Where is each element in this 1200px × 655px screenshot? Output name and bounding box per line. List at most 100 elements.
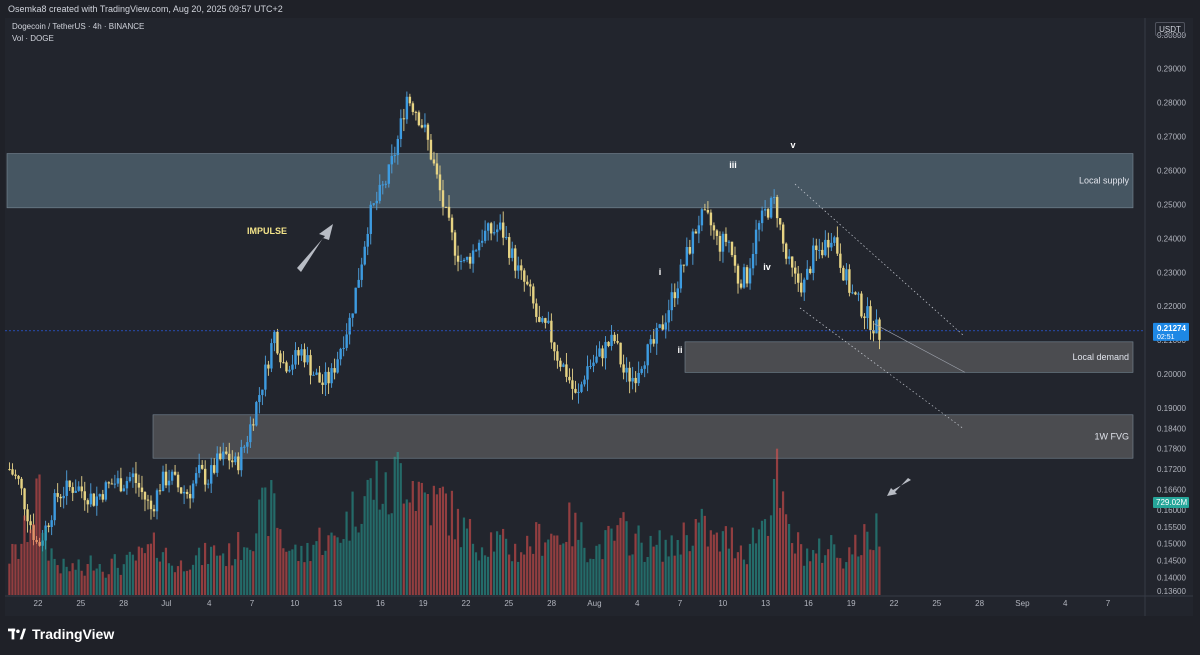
chart-area[interactable]: 0.30000 0.29000 0.28000 0.27000 0.26000 0.250… — [5, 18, 1193, 616]
candle-body — [517, 265, 520, 271]
volume-bar — [532, 553, 535, 595]
wave-label: v — [790, 140, 795, 150]
x-tick-label: 19 — [419, 599, 428, 608]
candle-body — [679, 264, 683, 289]
candle-body — [769, 197, 773, 218]
candle-body — [640, 368, 643, 373]
volume-bar — [402, 503, 405, 595]
zone-rect — [684, 341, 1134, 373]
candle-body — [634, 377, 637, 384]
candle-body — [751, 253, 755, 269]
candle-body — [574, 388, 577, 393]
candle-body — [661, 324, 664, 330]
volume-bar — [360, 523, 363, 595]
candle-body — [390, 156, 394, 165]
channel-line-upper — [794, 183, 964, 336]
volume-bar — [550, 533, 553, 595]
volume-bar — [432, 485, 435, 595]
impulse-arrow-icon — [297, 224, 333, 272]
candle-body — [529, 284, 532, 287]
volume-bar — [41, 532, 44, 595]
volume-bar — [766, 535, 770, 595]
volume-legend[interactable]: Vol · DOGE — [12, 34, 54, 43]
volume-bar — [161, 552, 165, 595]
candle-body — [486, 223, 490, 231]
volume-bar — [529, 546, 532, 595]
candle-body — [330, 368, 333, 384]
volume-bar — [246, 547, 249, 595]
candle-body — [125, 481, 129, 489]
volume-bar — [824, 555, 827, 595]
volume-bar — [505, 538, 508, 595]
volume-bar — [381, 503, 384, 595]
candle-body — [797, 273, 800, 283]
volume-bar — [92, 570, 95, 595]
candle-body — [116, 478, 120, 484]
y-tick-label: 0.28000 — [1157, 99, 1186, 108]
volume-bar — [772, 478, 776, 595]
x-tick-label: 28 — [119, 599, 128, 608]
volume-bar — [303, 562, 306, 595]
volume-bar — [14, 544, 17, 595]
volume-bar — [658, 530, 661, 595]
candle-body — [535, 303, 538, 317]
volume-bar — [586, 562, 589, 595]
currency-badge[interactable]: USDT — [1155, 22, 1185, 36]
volume-bar — [405, 499, 408, 595]
volume-bar — [694, 519, 697, 595]
candle-body — [706, 210, 710, 213]
current-price-label-bg — [1153, 322, 1189, 341]
candle-body — [47, 525, 50, 528]
volume-bar — [827, 549, 830, 595]
volume-bar — [113, 554, 116, 595]
candle-body — [222, 451, 225, 460]
candle-body — [718, 235, 722, 252]
candle-body — [872, 330, 875, 334]
volume-bar — [809, 561, 812, 595]
candle-body — [709, 212, 713, 226]
candle-body — [357, 279, 360, 288]
candle-body — [128, 477, 132, 482]
volume-bar — [757, 529, 761, 595]
volume-bar — [535, 522, 538, 595]
volume-bar — [312, 544, 315, 595]
candle-body — [724, 233, 728, 242]
volume-bar — [508, 554, 511, 595]
candle-body — [800, 282, 803, 293]
candle-body — [414, 111, 418, 113]
volume-bar — [225, 566, 228, 595]
candle-body — [77, 486, 80, 491]
y-tick-label: 0.27000 — [1157, 133, 1186, 142]
candle-body — [465, 256, 469, 260]
candle-body — [676, 288, 680, 299]
volume-bar — [219, 555, 222, 595]
candle-body — [197, 464, 201, 474]
candle-body — [568, 376, 571, 381]
volume-bar — [574, 512, 577, 595]
volume-bar — [134, 560, 137, 595]
candle-body — [399, 118, 403, 139]
symbol-legend[interactable]: Dogecoin / TetherUS · 4h · BINANCE — [12, 22, 145, 31]
candle-body — [622, 364, 625, 373]
volume-bar — [471, 543, 475, 595]
candle-body — [532, 286, 535, 304]
candle-body — [146, 499, 150, 501]
tradingview-logo[interactable]: TradingView — [8, 626, 114, 642]
candle-body — [203, 468, 207, 485]
candle-body — [216, 453, 219, 473]
volume-bar — [649, 535, 652, 595]
volume-bar — [655, 544, 658, 595]
candle-body — [101, 494, 105, 500]
volume-bar — [700, 508, 703, 595]
volume-bar — [598, 544, 601, 595]
volume-bar — [709, 530, 712, 595]
volume-bar — [595, 545, 598, 595]
candle-body — [821, 249, 824, 256]
candle-body — [86, 500, 89, 505]
volume-bar — [806, 548, 809, 595]
volume-bar — [62, 558, 65, 595]
candle-body — [56, 493, 59, 497]
volume-bar — [833, 544, 836, 595]
chart-canvas[interactable]: 0.300000.290000.280000.270000.260000.250… — [5, 18, 1193, 616]
candle-body — [468, 256, 472, 264]
